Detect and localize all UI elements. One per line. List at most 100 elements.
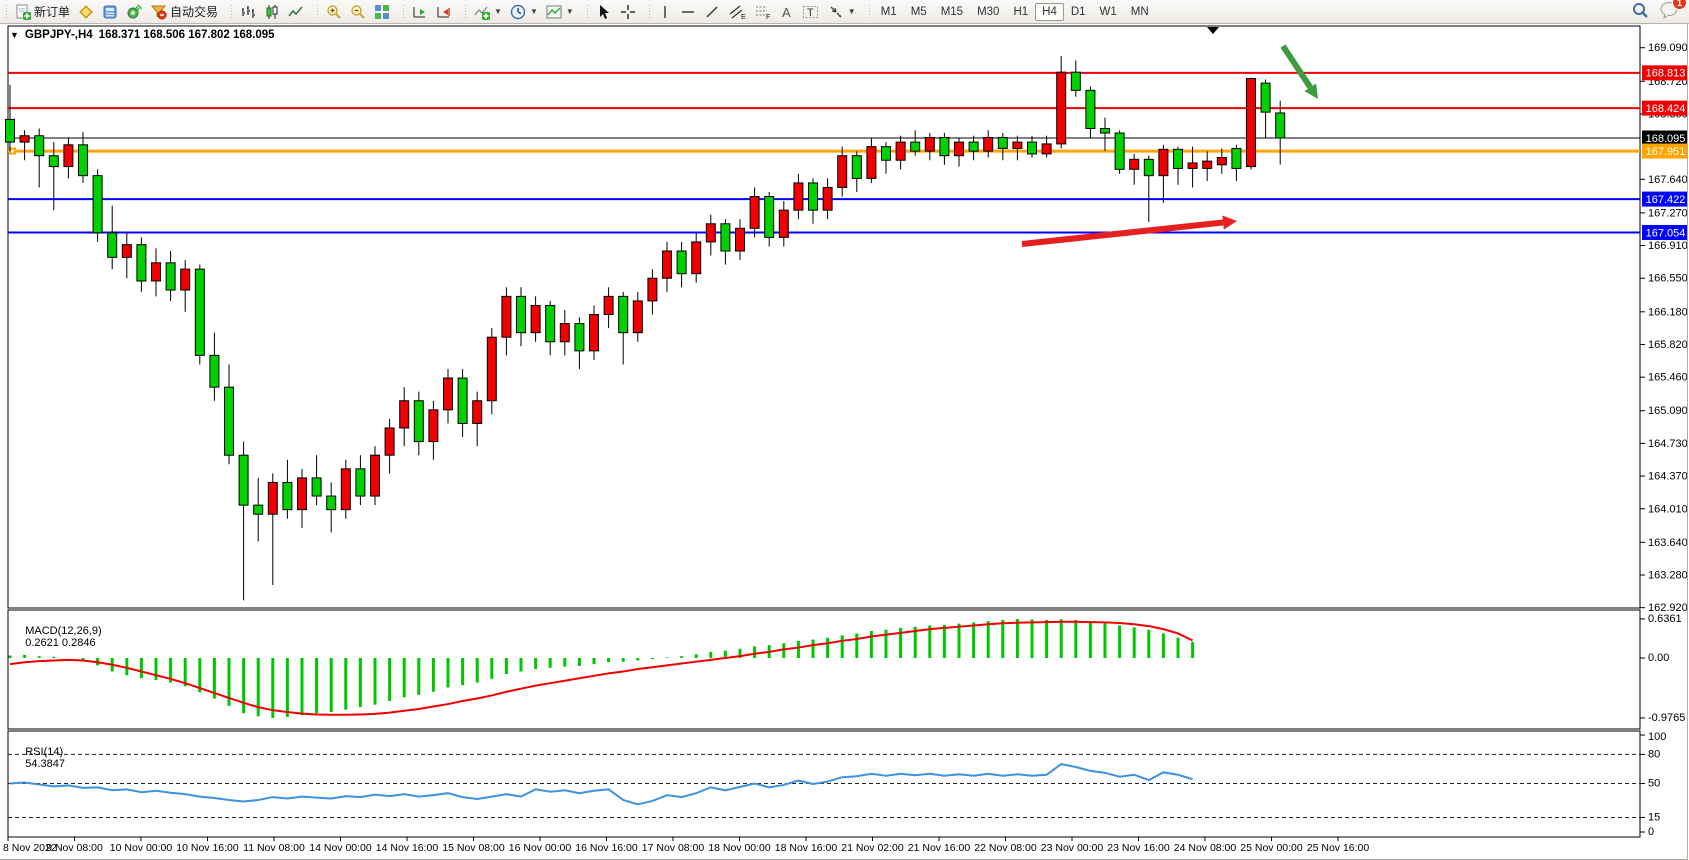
candle-body [764,196,775,238]
date-axis-label: 23 Nov 00:00 [1041,842,1104,854]
candle-body [1100,127,1110,134]
tf-m1-button[interactable]: M1 [880,5,897,18]
zoom-out-button[interactable] [346,3,370,21]
market-watch-icon [102,4,118,20]
tf-m5-button[interactable]: M5 [910,5,927,18]
crosshair-tool-button[interactable] [616,3,640,21]
market-watch-button[interactable] [98,3,122,21]
tf-m30-button[interactable]: M30 [977,5,1000,18]
candle-body [413,400,424,443]
svg-text:F: F [766,14,770,20]
tile-windows-icon [374,4,390,20]
one-click-collapse-icon[interactable]: ▼ [10,30,19,40]
candle-body [530,304,541,334]
red-annotation-arrow[interactable] [1021,219,1224,247]
rsi-name: RSI(14) [25,746,64,758]
toolbar-grip[interactable] [316,3,321,20]
candle-body [399,400,410,429]
auto-scroll-button[interactable] [408,3,432,21]
candle-body [253,504,264,515]
search-icon[interactable] [1631,1,1649,22]
candle-body [1231,147,1242,169]
candle-body [428,409,439,443]
templates-button[interactable]: ▼ [542,3,578,21]
candle-body [1275,112,1286,139]
main-panel[interactable] [7,25,1641,609]
chart-window[interactable]: 169.090168.720168.360167.640167.270166.9… [0,24,1688,860]
price-axis-label: 166.910 [1648,240,1687,252]
chart-shift-marker-icon[interactable] [1207,27,1219,34]
gold-button[interactable] [74,3,98,21]
candle-body [48,155,59,168]
tf-d1-button[interactable]: D1 [1070,5,1086,18]
periods-button[interactable]: ▼ [506,3,542,21]
trendline-tool-button[interactable] [700,3,724,21]
candle-body [384,427,395,456]
toolbar-grip[interactable] [867,3,872,20]
line-handle-center [11,149,14,153]
cursor-icon [596,4,612,20]
tf-m15-button[interactable]: M15 [940,5,964,18]
rsi-axis-label: 100 [1648,731,1666,743]
tf-h4-button[interactable]: H4 [1035,2,1064,21]
tf-h1-button[interactable]: H1 [1013,5,1029,18]
tf-mn-button[interactable]: MN [1130,5,1149,18]
horizontal-line-tool-button[interactable] [676,3,700,21]
price-axis-label: 165.820 [1648,339,1687,351]
indicators-button[interactable]: ▼ [470,3,506,21]
toolbar-grip[interactable] [5,3,9,20]
chevron-down-icon: ▼ [494,7,502,16]
toolbar-grip[interactable] [464,3,469,20]
channel-tool-button[interactable]: E [724,3,750,21]
candle-body [238,454,249,506]
new-order-button[interactable]: 新订单 [11,3,74,21]
toolbar-grip[interactable] [230,3,235,20]
toolbar-grip[interactable] [585,3,590,20]
toolbar-grip[interactable] [402,3,407,20]
candlestick-icon [264,4,280,20]
rsi-axis-label: 15 [1648,811,1660,823]
candle-body [194,268,205,356]
date-axis-label: 10 Nov 00:00 [110,842,173,854]
tf-w1-button[interactable]: W1 [1099,5,1117,18]
candle-body [486,336,497,402]
chart-ohlc-values: 168.371 168.506 167.802 168.095 [98,29,275,41]
signals-button[interactable] [122,3,146,21]
candle-body [136,244,147,282]
date-axis-label: 17 Nov 08:00 [642,842,705,854]
chart-shift-button[interactable] [432,3,456,21]
macd-panel[interactable] [7,609,1641,730]
autotrading-button[interactable]: 自动交易 [146,3,222,21]
line-chart-mode-button[interactable] [284,3,308,21]
zoom-in-button[interactable] [322,3,346,21]
candlestick-mode-button[interactable] [260,3,284,21]
candle-body [151,262,161,282]
vertical-line-tool-button[interactable] [654,3,676,21]
candle-body [1114,132,1125,170]
date-axis-label: 21 Nov 02:00 [841,842,904,854]
chat-button[interactable]: 1 [1659,0,1687,22]
candle-body [735,227,745,252]
green-annotation-arrow-head [1304,83,1318,99]
date-axis-label: 25 Nov 00:00 [1240,842,1303,854]
green-annotation-arrow[interactable] [1280,44,1313,89]
text-label-tool-button[interactable]: T [798,3,824,21]
price-chart-canvas[interactable]: 169.090168.720168.360167.640167.270166.9… [0,24,1687,859]
date-axis-label: 11 Nov 08:00 [243,842,305,854]
candle-body [282,481,293,511]
candle-body [837,155,848,188]
text-tool-button[interactable]: A [776,3,798,21]
cursor-tool-button[interactable] [592,3,616,21]
candle-body [662,250,672,279]
fibonacci-tool-button[interactable]: F [750,3,776,21]
macd-axis-label: -0.9765 [1648,712,1685,724]
arrows-tool-button[interactable]: ▼ [824,3,860,21]
candle-body [34,135,45,157]
toolbar-grip[interactable] [647,3,652,20]
new-order-label: 新订单 [34,5,71,19]
tile-windows-button[interactable] [370,3,394,21]
date-axis-label: 9 Nov 08:00 [46,842,103,854]
bar-chart-mode-button[interactable] [236,3,260,21]
new-order-icon [15,4,31,20]
candle-body [1027,141,1037,155]
